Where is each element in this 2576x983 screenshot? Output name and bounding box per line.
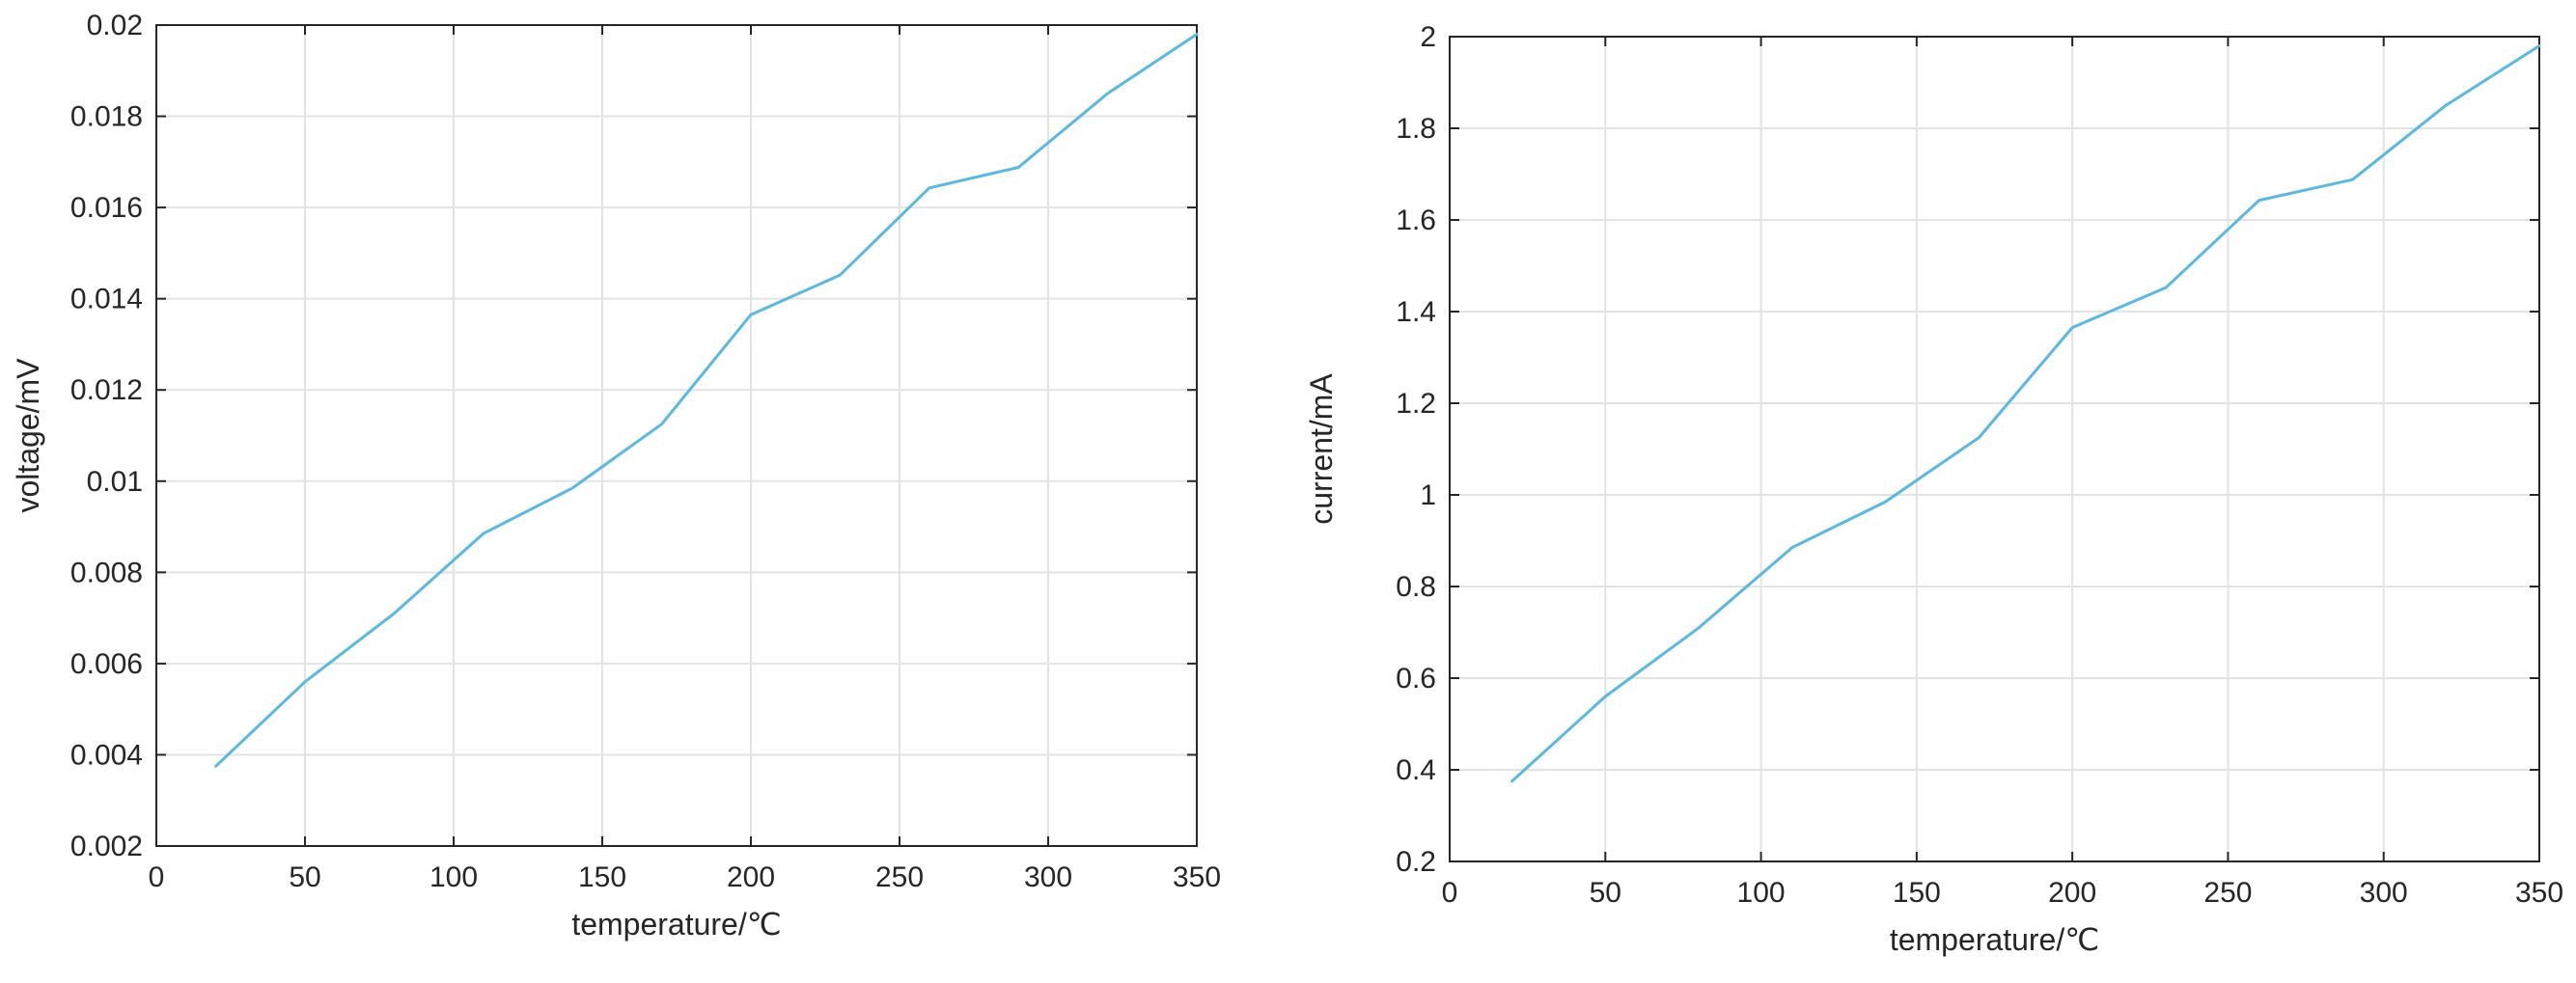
y-tick-label: 1.8: [1396, 113, 1436, 145]
y-tick-label: 0.016: [70, 192, 143, 224]
y-tick-label: 1: [1420, 479, 1436, 511]
x-tick-label: 150: [578, 861, 626, 893]
x-tick-label: 100: [1737, 877, 1786, 909]
y-tick-label: 0.01: [87, 466, 143, 498]
y-tick-label: 0.004: [70, 739, 143, 771]
x-tick-label: 200: [727, 861, 775, 893]
y-tick-label: 0.006: [70, 648, 143, 680]
current-chart: 0 50 100 150 200 250 300 350 0.2 0.4 0.6 0.8 1 1.2 1.4…: [1304, 21, 2563, 957]
x-tick-label: 50: [289, 861, 320, 893]
x-tick-label: 350: [1173, 861, 1221, 893]
x-axis-label: temperature/℃: [571, 907, 781, 942]
x-axis-label: temperature/℃: [1890, 922, 2099, 957]
y-tick-label: 0.6: [1396, 663, 1436, 695]
y-tick-label: 1.6: [1396, 205, 1436, 236]
x-tick-label: 100: [429, 861, 478, 893]
x-tick-label: 300: [1024, 861, 1072, 893]
voltage-chart: 0 50 100 150 200 250 300 350 0.002 0.004 0.006 0.00…: [11, 10, 1221, 942]
x-tick-label: 50: [1590, 877, 1621, 909]
y-tick-label: 0.012: [70, 374, 143, 406]
y-tick-label: 0.002: [70, 831, 143, 862]
x-tick-label: 0: [149, 861, 165, 893]
x-tick-label: 200: [2048, 877, 2096, 909]
y-tick-label: 0.018: [70, 101, 143, 133]
x-tick-label: 150: [1893, 877, 1941, 909]
y-axis-label: current/mA: [1304, 373, 1339, 525]
y-tick-label: 0.4: [1396, 754, 1436, 786]
voltage-series-line: [216, 35, 1197, 767]
y-tick-label: 2: [1420, 21, 1436, 53]
y-tick-label: 0.014: [70, 284, 143, 315]
y-tick-label: 1.4: [1396, 296, 1436, 328]
x-tick-label: 300: [2360, 877, 2408, 909]
y-tick-label: 1.2: [1396, 388, 1436, 420]
y-tick-label: 0.2: [1396, 846, 1436, 878]
y-tick-label: 0.02: [87, 10, 143, 41]
x-tick-label: 350: [2515, 877, 2563, 909]
x-tick-label: 250: [875, 861, 924, 893]
current-series-line: [1512, 46, 2540, 781]
x-tick-label: 250: [2203, 877, 2252, 909]
x-tick-label: 0: [1442, 877, 1458, 909]
y-tick-label: 0.8: [1396, 571, 1436, 603]
y-axis-label: voltage/mV: [11, 358, 45, 513]
y-tick-label: 0.008: [70, 557, 143, 588]
